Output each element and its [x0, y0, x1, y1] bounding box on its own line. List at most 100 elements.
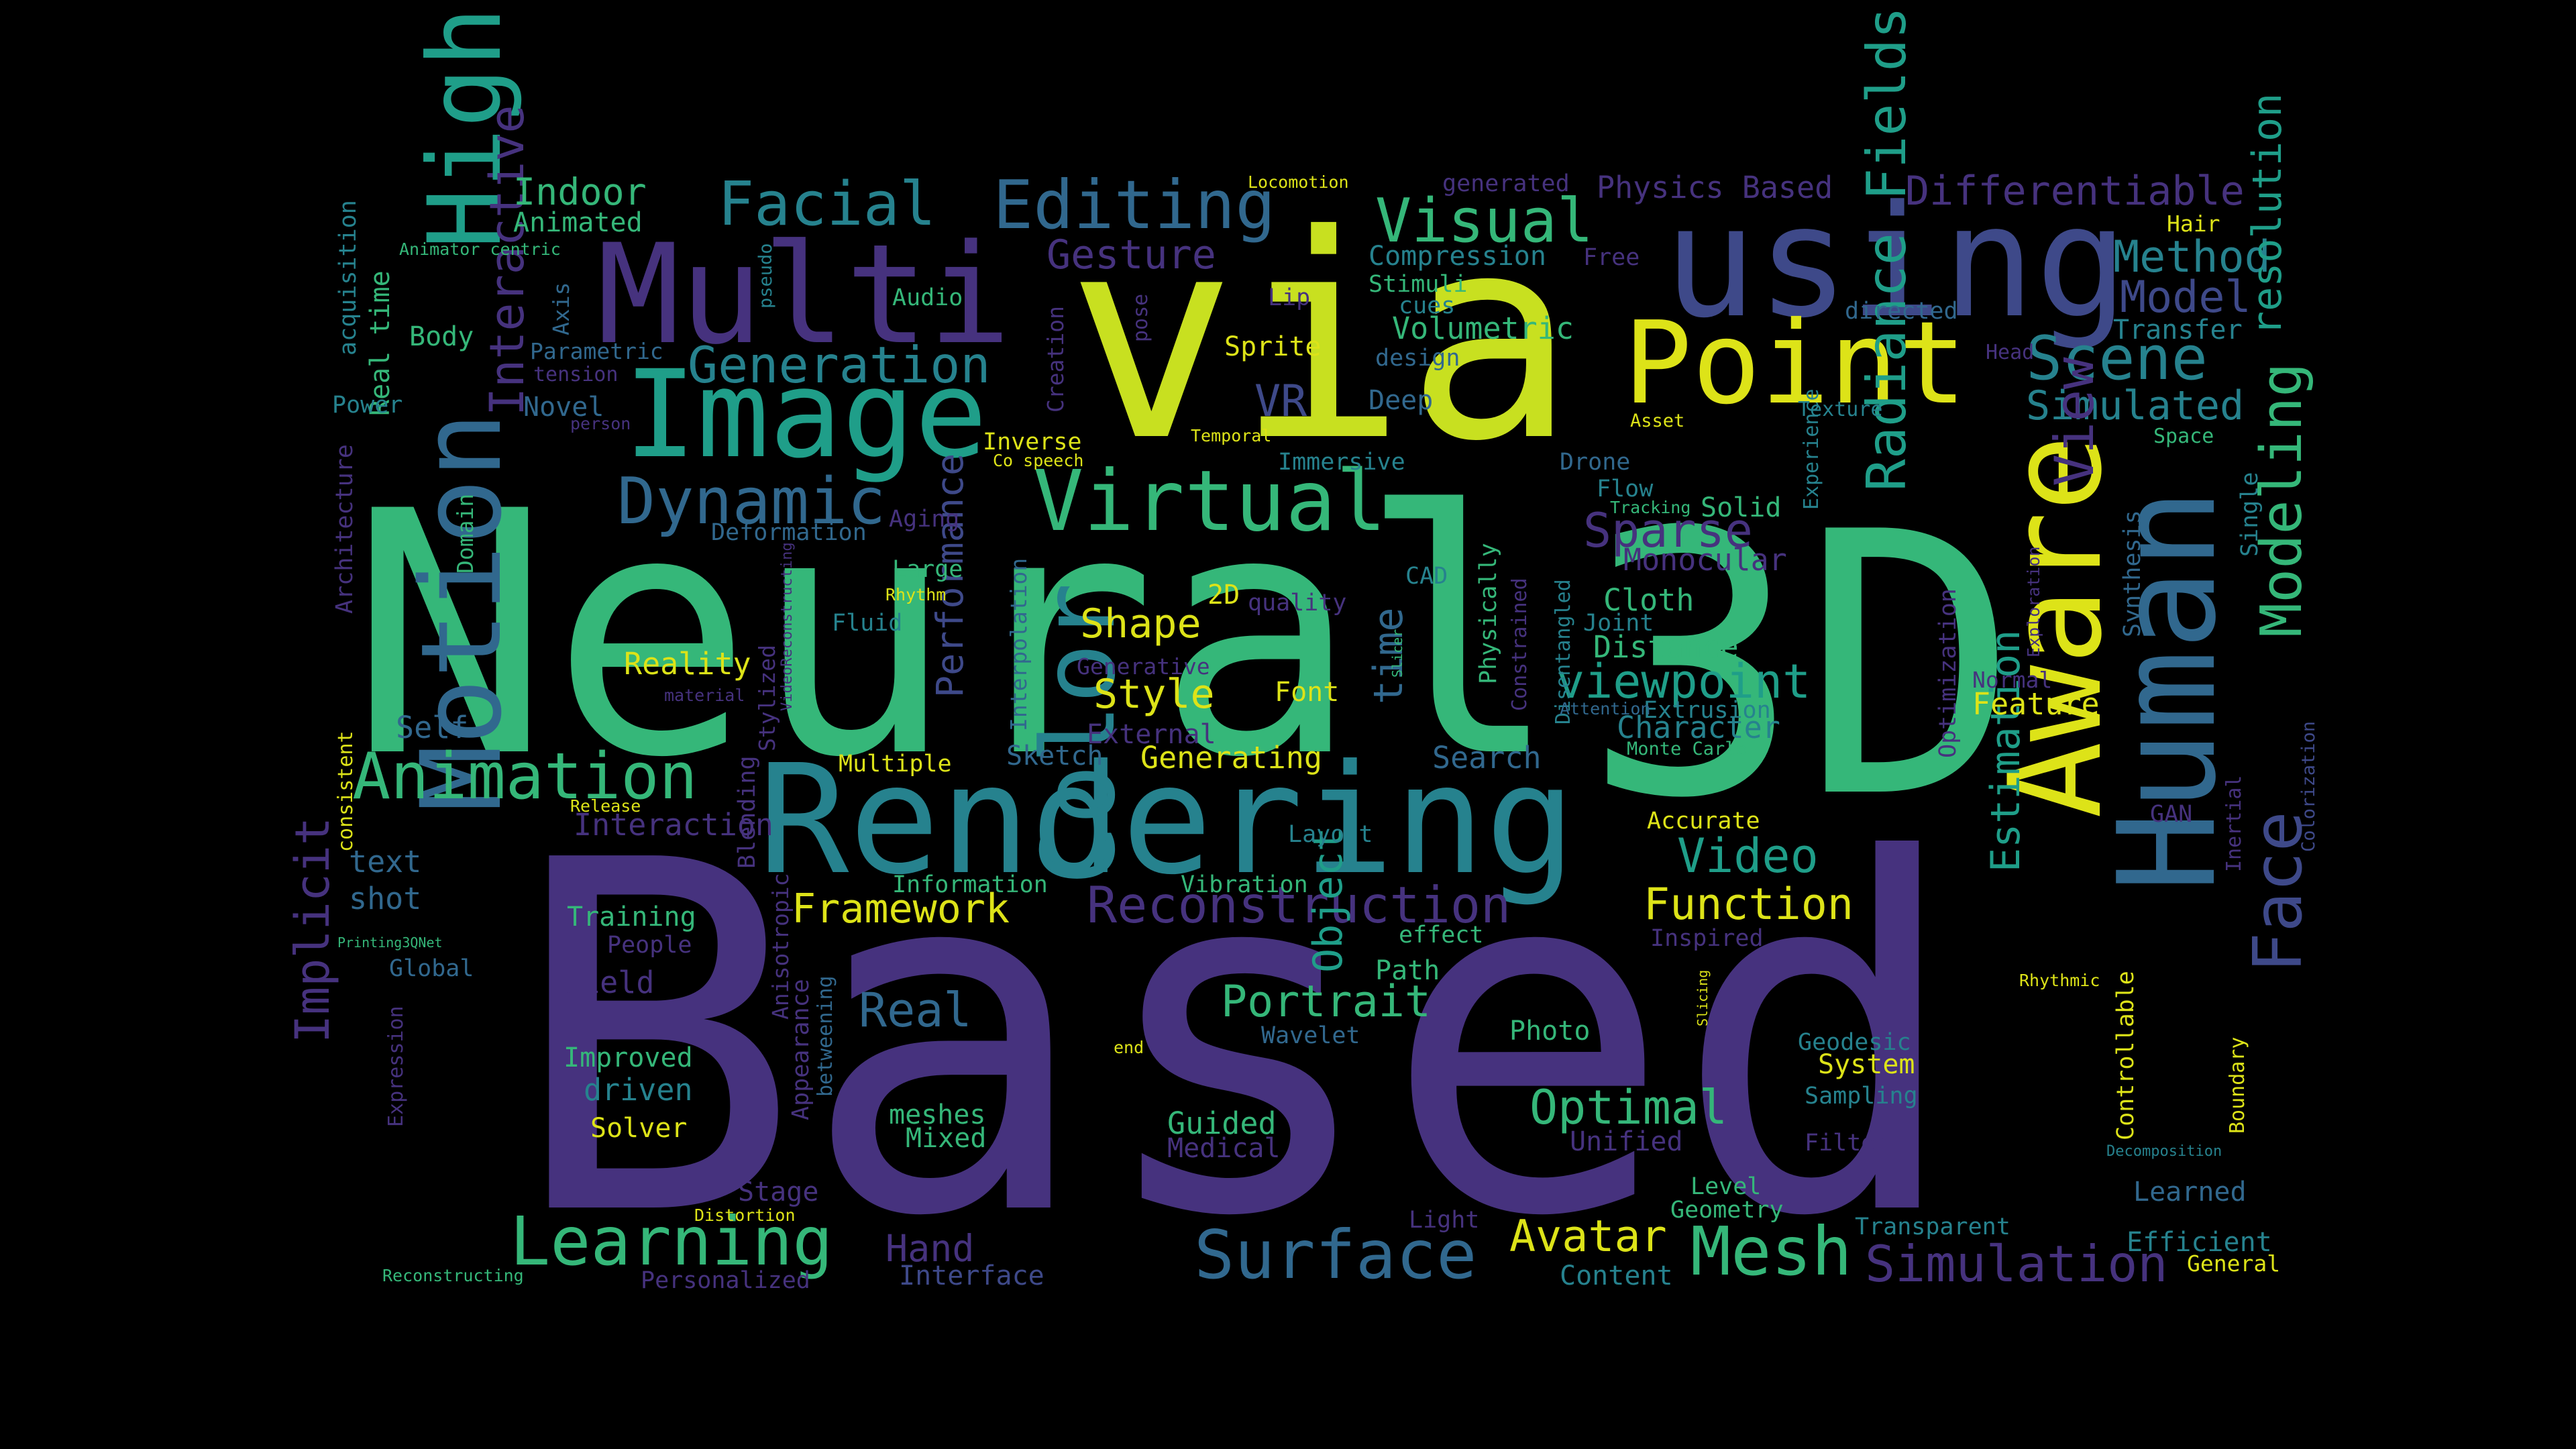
word-printing3qnet: Printing3QNet	[337, 934, 443, 951]
word-indoor: Indoor	[513, 170, 647, 213]
word-2d: 2D	[1208, 580, 1240, 610]
word-rhythm: Rhythm	[885, 585, 946, 604]
word-body: Body	[409, 321, 474, 352]
word-synthesis: Synthesis	[2119, 510, 2146, 637]
word-layout: Layout	[1288, 821, 1373, 848]
word-differentiable: Differentiable	[1905, 168, 2245, 215]
word-face: Face	[2239, 811, 2317, 973]
word-point: Point	[1623, 297, 1967, 430]
word-feature: Feature	[1972, 686, 2100, 722]
word-reality: Reality	[624, 646, 751, 682]
word-scene: Scene	[2026, 323, 2208, 394]
word-transparent: Transparent	[1855, 1214, 2010, 1240]
word-exploration: Exploration	[2024, 546, 2043, 657]
word-physically: Physically	[1475, 543, 1502, 684]
word-reconstructing: Reconstructing	[382, 1266, 524, 1285]
word-viewpoint: viewpoint	[1556, 654, 1811, 709]
word-compression: Compression	[1368, 241, 1546, 272]
word-interaction: Interaction	[574, 807, 773, 843]
word-inertial: Inertial	[2222, 775, 2246, 873]
word-distance: Distance	[1593, 629, 1739, 665]
word-personalized: Personalized	[641, 1267, 810, 1294]
word-inspired: Inspired	[1650, 925, 1764, 952]
word-videoreconstructing: VideoReconstructing	[779, 542, 796, 711]
word-constrained: Constrained	[1508, 578, 1532, 711]
word-slicer: Slicer	[1389, 629, 1405, 678]
word-multi: Multi	[597, 215, 1011, 375]
word-sparse: Sparse	[1583, 503, 1753, 558]
word-solver: Solver	[590, 1113, 688, 1144]
word-stylized: Stylized	[754, 645, 780, 751]
word-meshes: meshes	[889, 1099, 986, 1130]
word-animated: Animated	[513, 207, 643, 238]
word-mixed: Mixed	[906, 1123, 986, 1154]
word-betweening: betweening	[814, 975, 837, 1097]
word-generated: generated	[1442, 170, 1570, 197]
word-model: Model	[2120, 272, 2251, 323]
word-asset: Asset	[1630, 411, 1684, 431]
word-optimization: Optimization	[1935, 588, 1962, 758]
word-tracking: Tracking	[1610, 498, 1690, 517]
word-person: person	[570, 414, 631, 433]
word-generative: Generative	[1077, 653, 1210, 680]
word-based: Based	[510, 759, 1964, 1322]
word-disentangled: Disentangled	[1552, 579, 1575, 724]
word-material: material	[664, 686, 745, 705]
word-end: end	[1114, 1038, 1144, 1057]
word-filter: Filter	[1805, 1130, 1889, 1157]
word-optimal: Optimal	[1529, 1080, 1727, 1135]
word-video: Video	[1677, 828, 1819, 883]
word-guided: Guided	[1167, 1106, 1277, 1141]
word-quality: quality	[1248, 590, 1347, 616]
word-geometry: Geometry	[1670, 1197, 1784, 1224]
word-physics-based: Physics Based	[1597, 170, 1833, 205]
word-object: Object	[1305, 827, 1352, 973]
word-controllable: Controllable	[2112, 971, 2139, 1140]
word-power: Power	[332, 392, 402, 419]
word-space: Space	[2153, 425, 2214, 448]
word-efficient: Efficient	[2127, 1227, 2272, 1258]
word-aging: Aging	[889, 506, 959, 533]
word-release: Release	[570, 796, 641, 816]
word-real-time: Real time	[365, 270, 396, 416]
word-interactive: Interactive	[480, 105, 535, 416]
word-global: Global	[389, 955, 474, 982]
word-transfer: Transfer	[2113, 315, 2243, 345]
word-design: design	[1375, 345, 1460, 372]
word-pseudo: pseudo	[755, 243, 776, 309]
word-vr: VR	[1254, 376, 1307, 427]
word-view: View	[2043, 357, 2106, 486]
word-texture: Texture	[1798, 398, 1882, 421]
word-aware: Aware	[1982, 435, 2130, 818]
word-modeling: Modeling	[2249, 363, 2315, 637]
word-stimuli: Stimuli	[1368, 271, 1468, 298]
word-framework: Framework	[792, 885, 1010, 932]
word-portrait: Portrait	[1221, 977, 1431, 1027]
word-simulated: Simulated	[2026, 382, 2244, 429]
word-gesture: Gesture	[1046, 231, 1216, 278]
word-slicing: Slicing	[1695, 970, 1711, 1026]
word-audio: Audio	[892, 284, 963, 311]
word-facial: Facial	[718, 169, 936, 239]
word-appearance: Appearance	[788, 979, 814, 1120]
word-lip: Lip	[1268, 284, 1310, 311]
word-acquisition: acquisition	[335, 200, 362, 356]
word-sprite: Sprite	[1224, 331, 1322, 362]
word-driven: driven	[584, 1072, 693, 1108]
word-animator-centric: Animator centric	[399, 239, 561, 259]
word-sampling: Sampling	[1805, 1083, 1918, 1110]
word-deep: Deep	[1368, 385, 1433, 416]
word-drone: Drone	[1560, 449, 1630, 476]
word-geodesic: Geodesic	[1798, 1029, 1911, 1056]
word-interpolation: Interpolation	[1006, 558, 1032, 731]
word-domain: Domain	[452, 494, 478, 574]
word-volumetric: Volumetric	[1392, 311, 1574, 346]
word-improved: Improved	[564, 1042, 693, 1073]
word-generating: Generating	[1140, 740, 1322, 775]
word-architecture: Architecture	[331, 444, 358, 614]
word-solid: Solid	[1701, 492, 1781, 523]
word-field: Field	[564, 965, 654, 1000]
word-boundary: Boundary	[2226, 1037, 2249, 1134]
word-tension: tension	[533, 363, 618, 386]
